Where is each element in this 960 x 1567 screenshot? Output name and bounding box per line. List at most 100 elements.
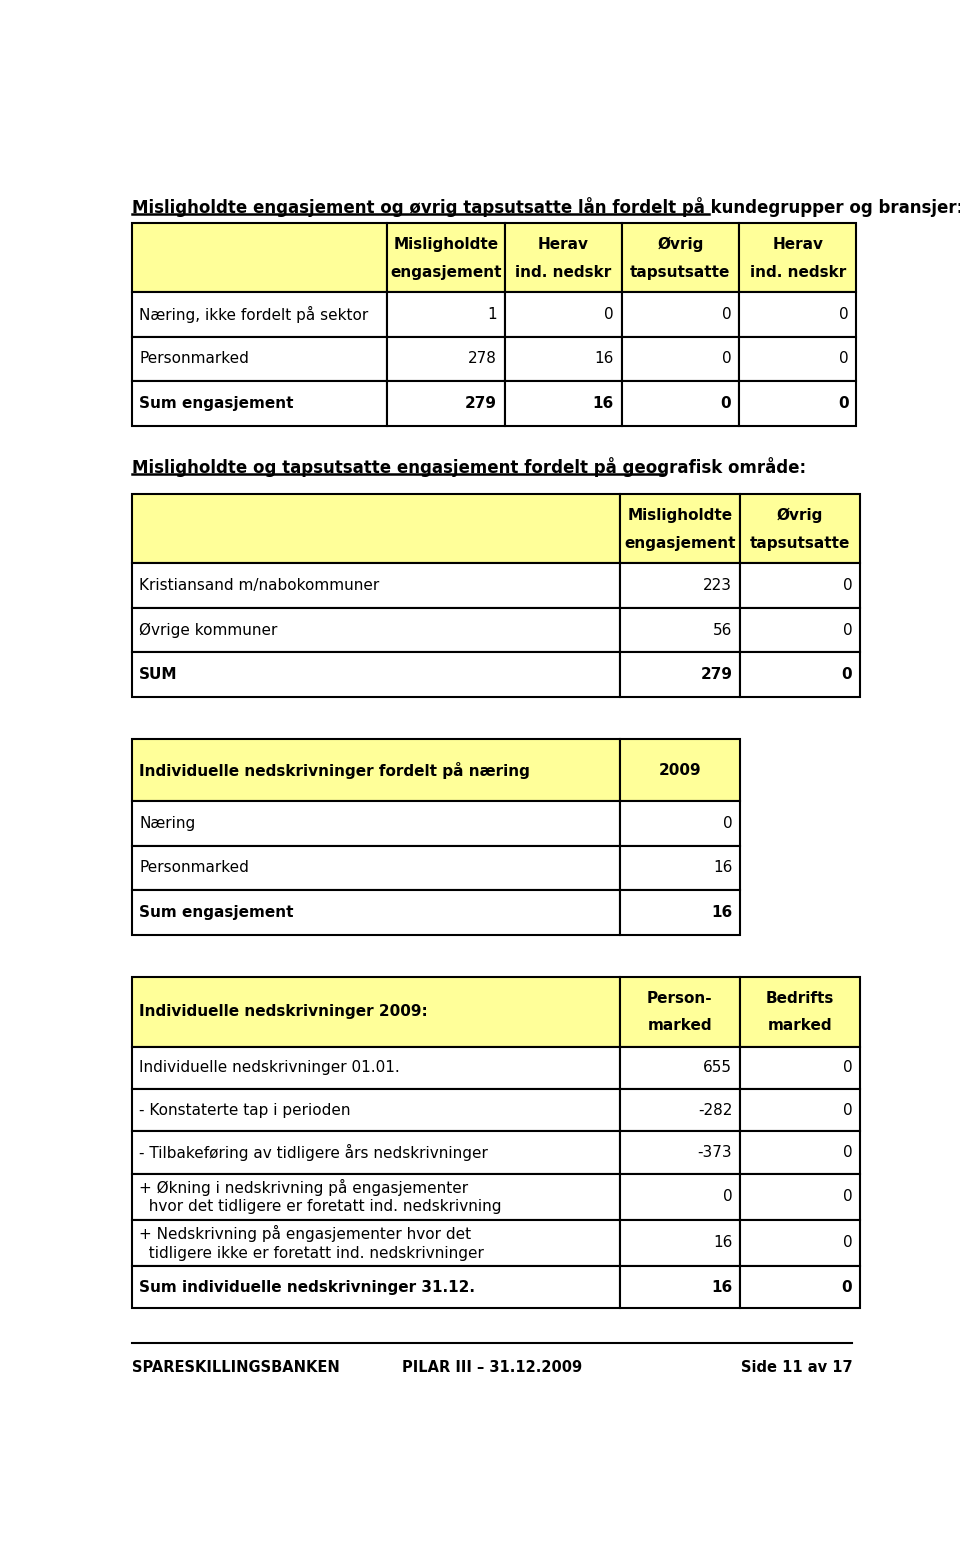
Text: Individuelle nedskrivninger fordelt på næring: Individuelle nedskrivninger fordelt på n…	[139, 762, 530, 779]
Bar	[740, 1174, 860, 1219]
Bar	[740, 563, 860, 608]
Text: Individuelle nedskrivninger 01.01.: Individuelle nedskrivninger 01.01.	[139, 1061, 400, 1075]
Text: 0: 0	[843, 1189, 852, 1205]
Bar	[740, 1131, 860, 1174]
Bar	[132, 291, 388, 337]
Text: 0: 0	[843, 578, 852, 592]
Text: Personmarked: Personmarked	[139, 351, 250, 367]
Bar	[132, 890, 620, 935]
Bar	[740, 494, 860, 563]
Text: SPARESKILLINGSBANKEN: SPARESKILLINGSBANKEN	[132, 1360, 340, 1376]
Bar	[622, 381, 739, 426]
Bar	[132, 1131, 620, 1174]
Bar	[622, 223, 739, 291]
Bar	[620, 1047, 740, 1089]
Text: 279: 279	[465, 396, 497, 411]
Text: 223: 223	[704, 578, 732, 592]
Bar	[620, 652, 740, 697]
Text: 0: 0	[843, 1145, 852, 1160]
Bar	[740, 1266, 860, 1308]
Bar	[132, 846, 620, 890]
Text: Misligholdte engasjement og øvrig tapsutsatte lån fordelt på kundegrupper og bra: Misligholdte engasjement og øvrig tapsut…	[132, 197, 960, 218]
Text: Sum individuelle nedskrivninger 31.12.: Sum individuelle nedskrivninger 31.12.	[139, 1280, 475, 1294]
Text: 655: 655	[704, 1061, 732, 1075]
Text: 0: 0	[843, 622, 852, 638]
Text: 0: 0	[843, 1061, 852, 1075]
Bar	[132, 1219, 620, 1266]
Text: tapsutsatte: tapsutsatte	[630, 265, 731, 280]
Text: ind. nedskr: ind. nedskr	[750, 265, 846, 280]
Text: 0: 0	[723, 816, 732, 831]
Text: 16: 16	[711, 1280, 732, 1294]
Text: Misligholdte og tapsutsatte engasjement fordelt på geografisk område:: Misligholdte og tapsutsatte engasjement …	[132, 456, 805, 476]
Text: PILAR III – 31.12.2009: PILAR III – 31.12.2009	[402, 1360, 582, 1376]
Text: Herav: Herav	[538, 237, 588, 252]
Text: 279: 279	[700, 668, 732, 682]
Text: Næring: Næring	[139, 816, 196, 831]
Bar	[505, 381, 622, 426]
Bar	[132, 1266, 620, 1308]
Text: Sum engasjement: Sum engasjement	[139, 906, 294, 920]
Bar	[620, 1266, 740, 1308]
Text: Side 11 av 17: Side 11 av 17	[741, 1360, 852, 1376]
Text: 278: 278	[468, 351, 497, 367]
Bar	[620, 740, 740, 801]
Bar	[132, 652, 620, 697]
Bar	[132, 801, 620, 846]
Text: 2009: 2009	[659, 763, 701, 777]
Bar	[620, 1174, 740, 1219]
Text: 0: 0	[839, 307, 849, 321]
Bar	[620, 846, 740, 890]
Bar	[505, 291, 622, 337]
Bar	[739, 337, 856, 381]
Text: engasjement: engasjement	[390, 265, 502, 280]
Text: 0: 0	[722, 307, 732, 321]
Bar	[739, 381, 856, 426]
Text: 16: 16	[593, 396, 614, 411]
Text: Øvrig: Øvrig	[658, 237, 704, 252]
Bar	[132, 494, 620, 563]
Bar	[620, 1131, 740, 1174]
Text: - Tilbakeføring av tidligere års nedskrivninger: - Tilbakeføring av tidligere års nedskri…	[139, 1144, 489, 1161]
Text: tapsutsatte: tapsutsatte	[750, 536, 851, 552]
Text: Kristiansand m/nabokommuner: Kristiansand m/nabokommuner	[139, 578, 379, 592]
Text: SUM: SUM	[139, 668, 178, 682]
Text: 16: 16	[711, 906, 732, 920]
Text: 1: 1	[488, 307, 497, 321]
Bar	[740, 978, 860, 1047]
Bar	[739, 223, 856, 291]
Bar	[620, 890, 740, 935]
Bar	[622, 291, 739, 337]
Text: 16: 16	[594, 351, 614, 367]
Text: Herav: Herav	[772, 237, 823, 252]
Text: 0: 0	[723, 1189, 732, 1205]
Text: marked: marked	[768, 1017, 832, 1033]
Bar	[739, 291, 856, 337]
Text: - Konstaterte tap i perioden: - Konstaterte tap i perioden	[139, 1103, 350, 1117]
Bar	[132, 1174, 620, 1219]
Bar	[740, 1047, 860, 1089]
Bar	[132, 563, 620, 608]
Text: Misligholdte: Misligholdte	[394, 237, 498, 252]
Bar	[620, 608, 740, 652]
Bar	[132, 381, 388, 426]
Text: Næring, ikke fordelt på sektor: Næring, ikke fordelt på sektor	[139, 306, 369, 323]
Bar	[132, 740, 620, 801]
Bar	[132, 608, 620, 652]
Bar	[740, 608, 860, 652]
Text: Person-: Person-	[647, 992, 712, 1006]
Bar	[132, 1089, 620, 1131]
Text: 0: 0	[842, 1280, 852, 1294]
Text: marked: marked	[648, 1017, 712, 1033]
Text: tidligere ikke er foretatt ind. nedskrivninger: tidligere ikke er foretatt ind. nedskriv…	[139, 1246, 484, 1260]
Text: hvor det tidligere er foretatt ind. nedskrivning: hvor det tidligere er foretatt ind. neds…	[139, 1199, 502, 1214]
Text: ind. nedskr: ind. nedskr	[516, 265, 612, 280]
Bar	[622, 337, 739, 381]
Bar	[620, 494, 740, 563]
Text: 0: 0	[605, 307, 614, 321]
Text: Personmarked: Personmarked	[139, 860, 250, 876]
Bar	[505, 223, 622, 291]
Bar	[740, 652, 860, 697]
Text: Misligholdte: Misligholdte	[628, 508, 732, 523]
Text: 56: 56	[713, 622, 732, 638]
